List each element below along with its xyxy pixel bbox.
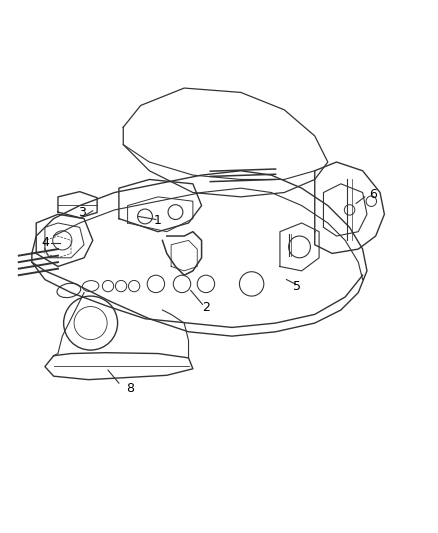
Text: 8: 8 — [126, 382, 134, 395]
Text: 6: 6 — [370, 188, 378, 201]
Text: 3: 3 — [78, 206, 86, 219]
Text: 2: 2 — [202, 301, 210, 314]
Text: 4: 4 — [41, 236, 49, 249]
Text: 1: 1 — [154, 214, 162, 227]
Text: 5: 5 — [293, 280, 301, 293]
